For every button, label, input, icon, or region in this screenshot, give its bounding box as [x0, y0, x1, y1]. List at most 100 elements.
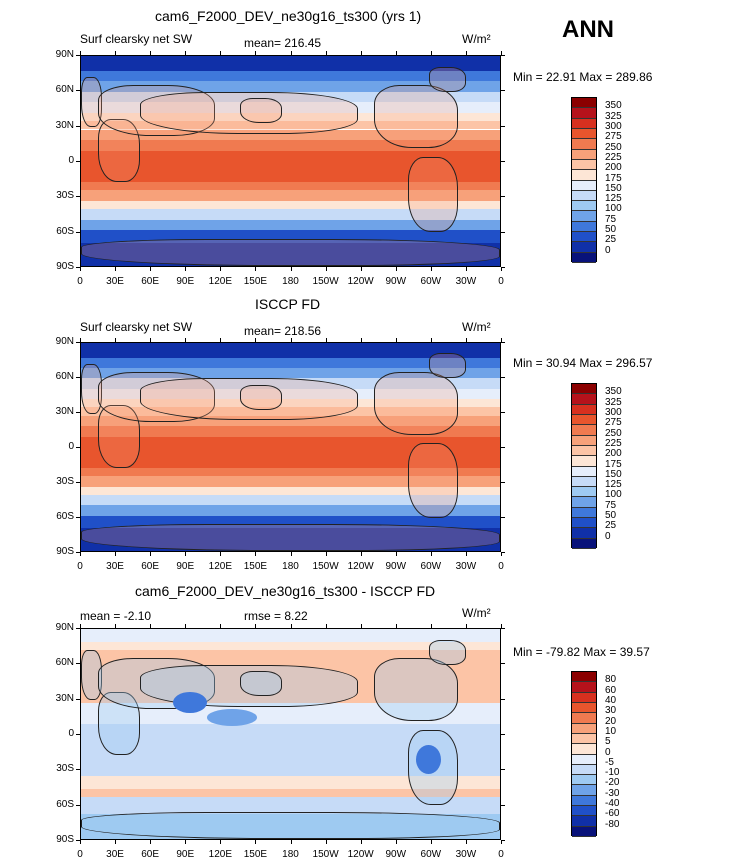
- axis-tick: [430, 552, 432, 556]
- axis-tick: [150, 338, 152, 342]
- colorbar-label: 75: [605, 213, 617, 225]
- lon-tick-label: 0: [498, 561, 504, 572]
- continent-outline: [81, 523, 500, 551]
- continent-outline: [81, 811, 500, 839]
- lon-tick-label: 120W: [347, 849, 374, 860]
- colorbar-swatch: [572, 159, 596, 171]
- lat-tick-label: 90N: [55, 336, 74, 347]
- lat-tick-label: 90N: [55, 622, 74, 633]
- axis-tick: [501, 663, 505, 665]
- map-plot: [80, 55, 501, 267]
- axis-tick: [150, 267, 152, 271]
- lon-tick-label: 30W: [455, 849, 477, 860]
- colorbar-label: 250: [605, 427, 622, 439]
- axis-tick: [501, 267, 505, 268]
- panel-title: cam6_F2000_DEV_ne30g16_ts300 (yrs 1): [155, 8, 422, 24]
- axis-tick: [80, 840, 81, 844]
- lat-tick-label: 30N: [55, 119, 74, 131]
- axis-tick: [395, 624, 397, 628]
- panel-left-header: Surf clearsky net SW: [80, 32, 193, 46]
- axis-tick: [76, 231, 80, 233]
- lat-tick-label: 30S: [56, 190, 74, 202]
- colorbar-swatch: [572, 445, 596, 457]
- colorbar-swatch: [572, 149, 596, 160]
- axis-tick: [255, 624, 257, 628]
- lat-tick-label: 60N: [55, 84, 74, 96]
- lon-tick-label: 90W: [385, 276, 407, 287]
- colorbar-swatch: [572, 507, 596, 519]
- axis-tick: [76, 698, 80, 700]
- continent-outline: [428, 353, 467, 379]
- lon-tick-label: 120W: [347, 276, 374, 287]
- continent-outline: [428, 66, 467, 92]
- colorbar-swatch: [572, 733, 596, 745]
- panel-min-max: Min = 30.94 Max = 296.57: [513, 356, 653, 370]
- axis-tick: [501, 552, 502, 556]
- continent-outline: [240, 98, 283, 124]
- axis-tick: [185, 552, 187, 556]
- colorbar-swatch: [572, 744, 596, 755]
- value-band: [81, 219, 500, 231]
- lon-tick-label: 90W: [385, 849, 407, 860]
- colorbar-swatch: [572, 795, 596, 807]
- colorbar-swatch: [572, 723, 596, 734]
- colorbar-label: 30: [605, 705, 617, 717]
- colorbar-label: 5: [605, 736, 611, 748]
- panel-mid-header: mean= 216.45: [244, 36, 322, 50]
- axis-tick: [80, 338, 81, 342]
- axis-tick: [150, 51, 152, 55]
- continent-outline: [374, 85, 459, 149]
- colorbar-swatch: [572, 682, 596, 693]
- axis-tick: [220, 624, 222, 628]
- lon-tick-label: 150W: [312, 561, 339, 572]
- colorbar-label: 0: [605, 530, 611, 542]
- axis-tick: [501, 55, 505, 56]
- axis-tick: [325, 552, 327, 556]
- colorbar-label: 25: [605, 520, 617, 532]
- continent-outline: [81, 238, 500, 266]
- axis-tick: [501, 377, 505, 378]
- lon-tick-label: 180: [282, 561, 299, 572]
- axis-tick: [501, 231, 505, 233]
- value-band: [81, 486, 500, 495]
- colorbar-swatch: [572, 754, 596, 765]
- axis-tick: [220, 267, 222, 271]
- axis-tick: [255, 51, 257, 55]
- axis-tick: [80, 51, 81, 55]
- axis-tick: [76, 196, 80, 198]
- axis-tick: [395, 552, 397, 556]
- lon-tick-label: 150W: [312, 276, 339, 287]
- axis-tick: [185, 840, 187, 844]
- axis-tick: [501, 161, 505, 162]
- colorbar-swatch: [572, 108, 596, 119]
- axis-tick: [290, 267, 292, 271]
- colorbar-label: 250: [605, 141, 622, 153]
- axis-tick: [115, 840, 117, 844]
- axis-tick: [76, 552, 80, 553]
- lon-tick-label: 60E: [141, 849, 160, 860]
- axis-tick: [395, 51, 397, 55]
- value-band: [81, 209, 500, 220]
- axis-tick: [76, 734, 80, 735]
- panel-left-header: mean = -2.10: [80, 609, 152, 623]
- colorbar-label: 225: [605, 151, 622, 163]
- axis-tick: [115, 51, 117, 55]
- panel-left-header: Surf clearsky net SW: [80, 320, 193, 334]
- axis-tick: [80, 624, 81, 628]
- colorbar-label: 125: [605, 479, 622, 491]
- colorbar-label: 300: [605, 120, 622, 132]
- colorbar-label: 100: [605, 489, 622, 501]
- axis-tick: [395, 338, 397, 342]
- lon-tick-label: 150E: [243, 849, 268, 860]
- axis-tick: [76, 804, 80, 806]
- axis-tick: [80, 552, 81, 556]
- continent-outline: [428, 639, 467, 665]
- axis-tick: [290, 624, 292, 628]
- colorbar-label: 225: [605, 437, 622, 449]
- lon-tick-label: 180: [282, 849, 299, 860]
- axis-tick: [501, 90, 505, 92]
- axis-tick: [360, 840, 362, 844]
- lon-tick-label: 30E: [106, 561, 124, 572]
- colorbar-label: 200: [605, 162, 622, 174]
- lat-tick-label: 30S: [56, 763, 74, 775]
